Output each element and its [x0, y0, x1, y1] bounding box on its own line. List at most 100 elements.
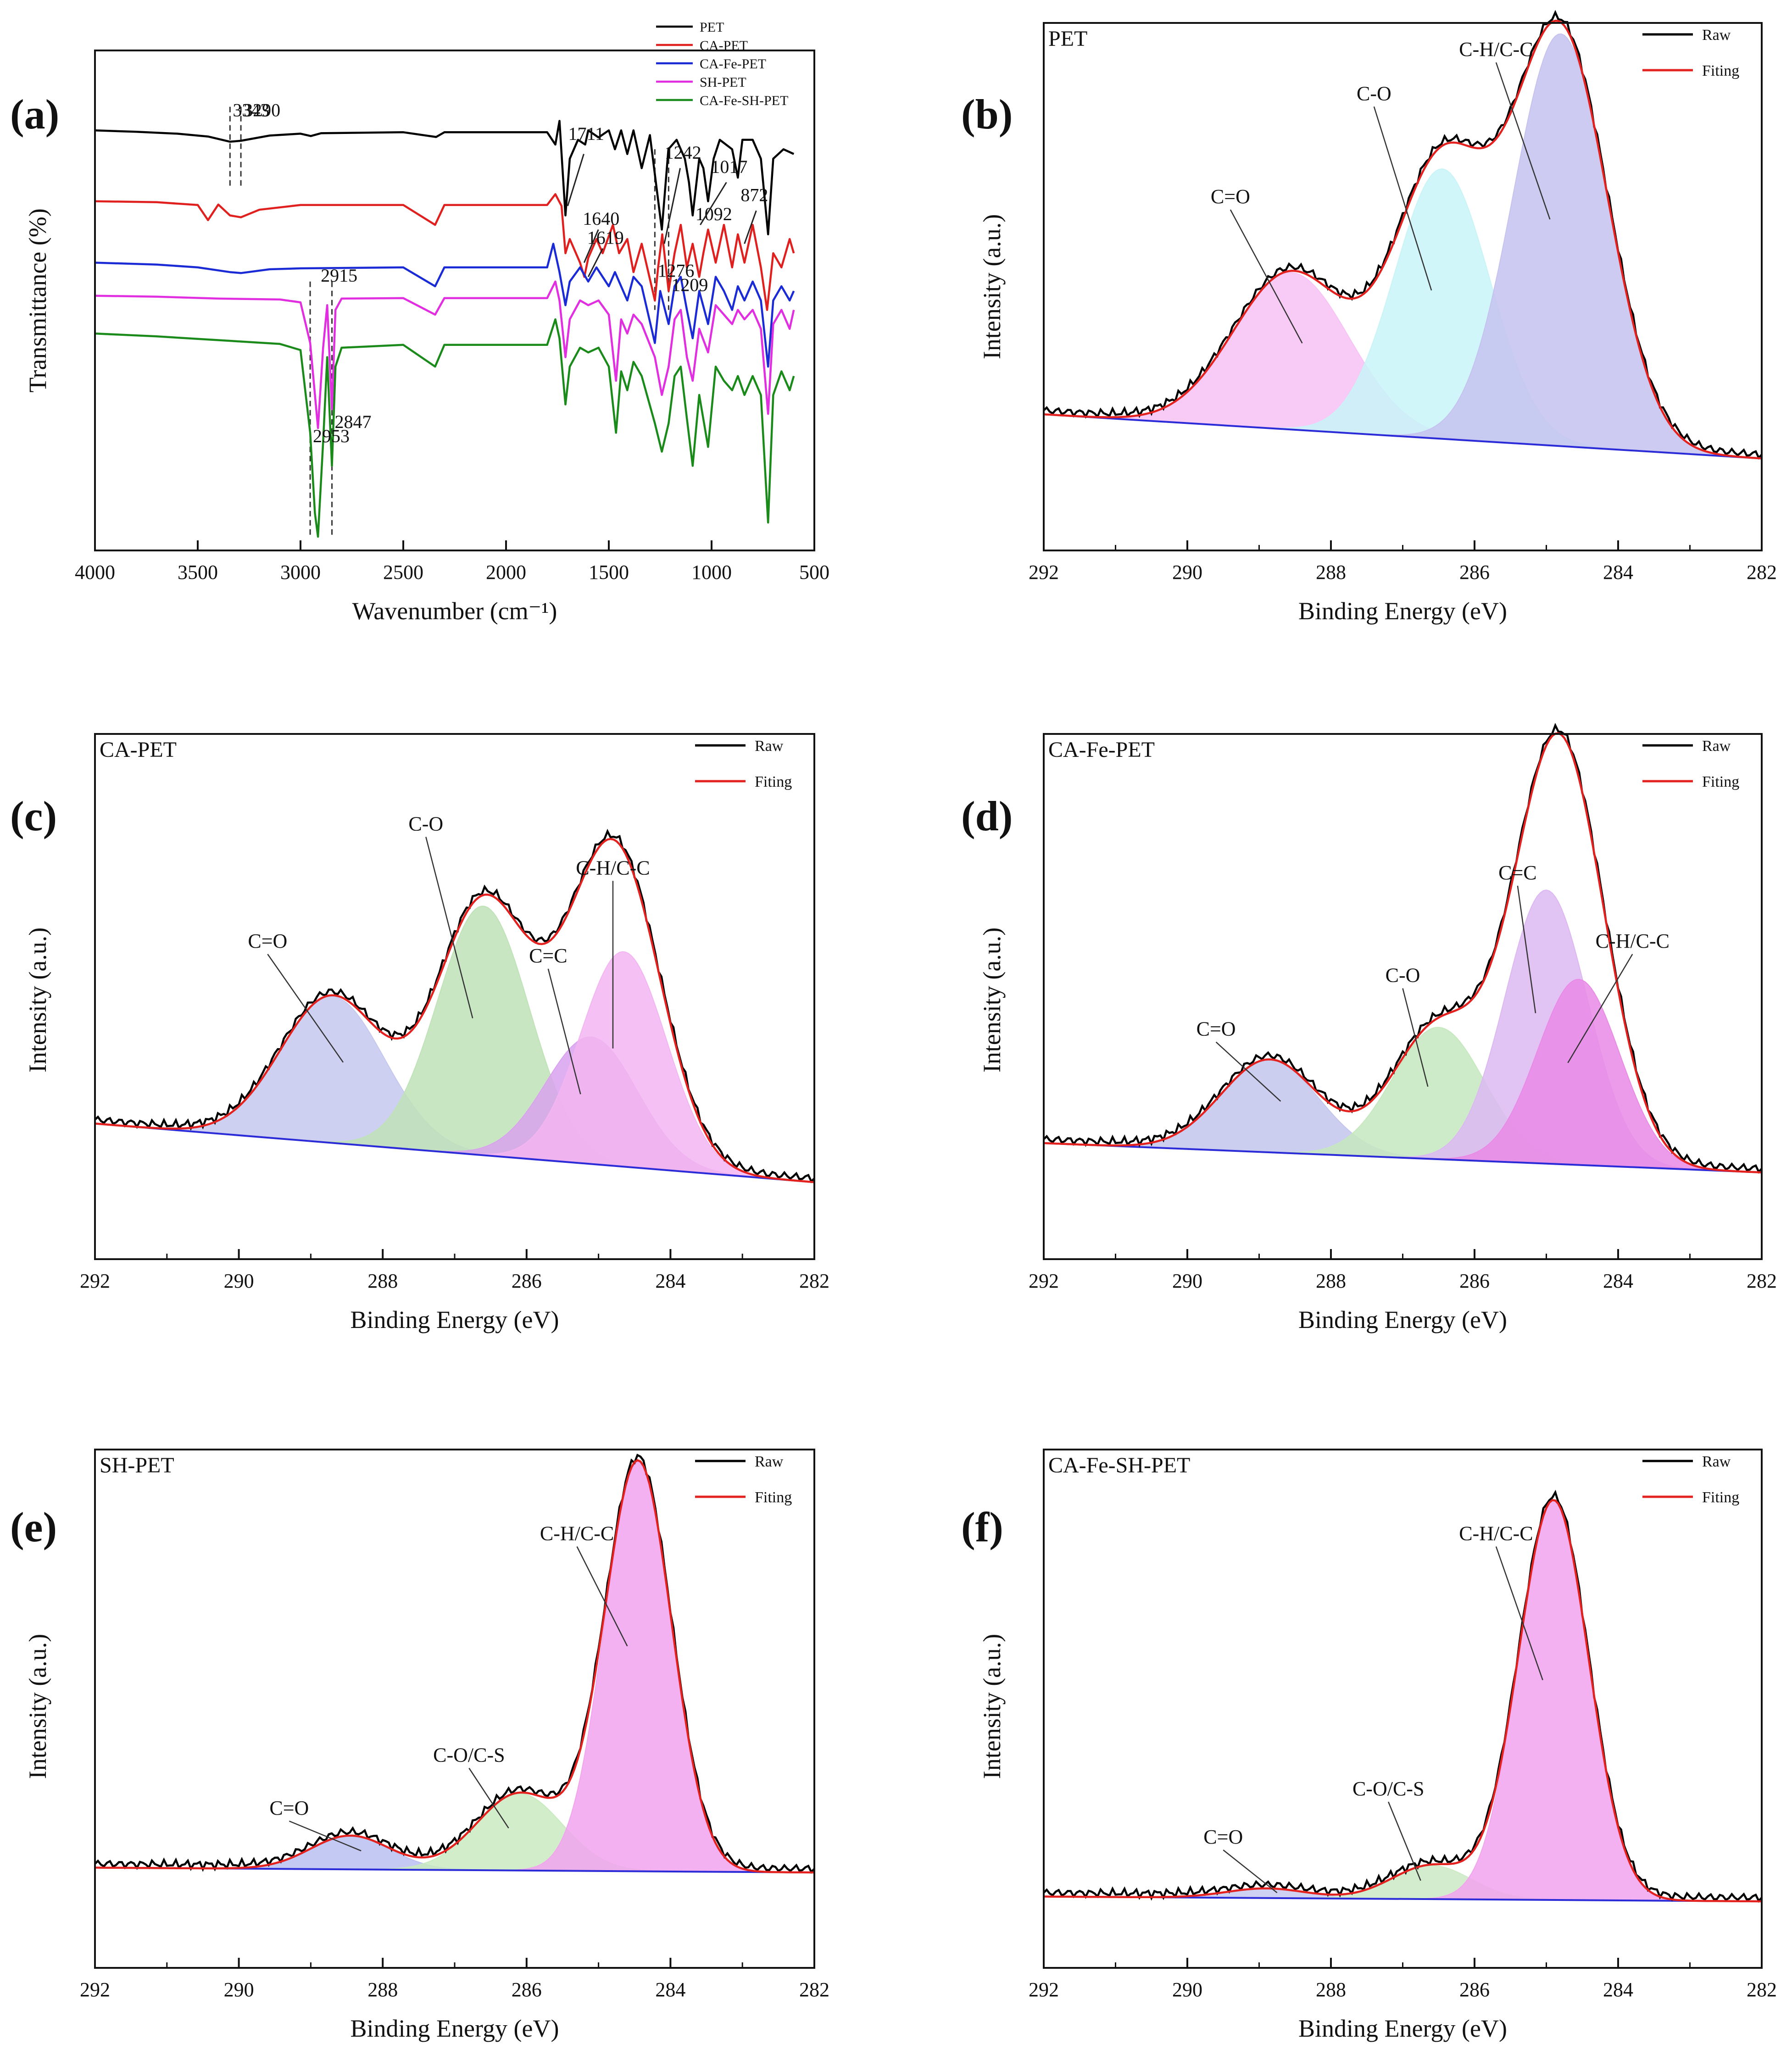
x-tick-label: 282: [1747, 561, 1777, 583]
x-axis-label: Binding Energy (eV): [351, 1306, 559, 1333]
series-ca-pet: [95, 193, 795, 311]
peak-label: C=O: [1203, 1826, 1243, 1848]
peak-leader-line: [1567, 954, 1633, 1063]
y-axis-label: Transmittance (%): [24, 208, 51, 392]
peak-leader-line: [1402, 988, 1429, 1087]
x-tick-label: 290: [1172, 1978, 1202, 2001]
x-tick-label: 1500: [589, 561, 629, 583]
x-tick-label: 288: [1316, 1978, 1346, 2001]
peak-annotation: 1619: [587, 227, 624, 248]
peak-annotation: 1640: [583, 208, 619, 229]
panel-e: C=O C-O/C-S C-H/C-C SH-PET Raw Fiting 292 290 28…: [10, 1449, 829, 2042]
legend-label: Fiting: [1702, 1489, 1739, 1506]
peak-label: C-H/C-C: [540, 1522, 614, 1545]
x-axis-label: Binding Energy (eV): [1298, 1306, 1507, 1333]
annotation-arrow: [744, 210, 757, 244]
peak-annotation: 1276: [657, 261, 694, 281]
x-axis-label: Binding Energy (eV): [351, 2015, 559, 2042]
peak-annotation: 1209: [671, 274, 708, 295]
peak-leader-line: [576, 1546, 628, 1647]
peak-c-h-c-c: [95, 1461, 814, 1873]
fitting-curve: [1043, 732, 1762, 1174]
raw-curve: [1043, 1489, 1763, 1903]
peak-leader-line: [1517, 885, 1536, 1013]
series-ca-fe-sh-pet: [95, 318, 795, 538]
y-axis-label: Intensity (a.u.): [24, 1634, 51, 1779]
legend-label: SH-PET: [700, 75, 746, 90]
peak-label: C-O/C-S: [433, 1744, 505, 1766]
legend-label: Raw: [1702, 738, 1731, 755]
peak-c-h-c-c: [1044, 1500, 1762, 1902]
fitting-curve: [1043, 19, 1762, 460]
x-tick-label: 4000: [75, 561, 115, 583]
peak-label: C-O/C-S: [1352, 1778, 1424, 1800]
x-tick-label: 2000: [486, 561, 526, 583]
panel-letter: (e): [10, 1504, 57, 1550]
legend-label: Fiting: [1702, 62, 1739, 79]
peak-label: C-O: [1357, 82, 1391, 105]
annotation-arrow: [587, 248, 604, 278]
x-tick-label: 290: [1172, 561, 1202, 583]
peak-label: C-H/C-C: [1459, 38, 1533, 61]
raw-curve: [94, 1453, 815, 1874]
x-axis-label: Binding Energy (eV): [1298, 597, 1507, 625]
peak-annotation: 2953: [313, 426, 350, 446]
peak-annotation: 3290: [244, 100, 280, 120]
peak-annotation: 2915: [321, 265, 357, 286]
peak-annotation: 1711: [568, 123, 604, 144]
peak-leader-line: [1223, 1850, 1278, 1894]
legend-label: CA-Fe-SH-PET: [700, 93, 788, 108]
x-tick-label: 284: [1603, 561, 1633, 583]
peak-label: C-H/C-C: [576, 856, 650, 879]
series-ca-fe-pet: [95, 243, 795, 368]
x-tick-label: 284: [655, 1978, 685, 2001]
x-tick-label: 290: [224, 1978, 254, 2001]
y-axis-label: Intensity (a.u.): [978, 214, 1006, 359]
peak-leader-line: [267, 954, 344, 1063]
legend-label: Fiting: [755, 773, 792, 790]
legend-label: Fiting: [755, 1489, 792, 1506]
annotation-arrow: [583, 229, 599, 263]
x-tick-label: 3500: [178, 561, 218, 583]
x-tick-label: 282: [799, 1978, 829, 2001]
x-tick-label: 286: [1459, 561, 1490, 583]
peak-label: C=C: [1498, 861, 1537, 884]
legend-label: Raw: [1702, 27, 1731, 44]
peak-label: C=O: [248, 930, 287, 952]
panel-letter: (c): [10, 793, 57, 839]
peak-annotation: 2847: [335, 411, 372, 432]
legend-label: Raw: [755, 1453, 784, 1470]
x-tick-label: 3000: [280, 561, 321, 583]
background-line: [1043, 413, 1762, 460]
plot-frame: [94, 50, 815, 551]
fitting-curve: [1044, 1499, 1762, 1903]
series-pet: [95, 120, 795, 236]
annotation-arrow: [567, 154, 584, 206]
background-line: [95, 1122, 815, 1183]
x-tick-label: 292: [80, 1270, 110, 1292]
panel-d: C=O C-O C=C C-H/C-C CA-Fe-PET Raw Fiting 292 290…: [961, 722, 1777, 1333]
x-tick-label: 292: [80, 1978, 110, 2001]
peak-label: C=C: [529, 944, 568, 967]
panel-letter: (d): [961, 793, 1013, 839]
peak-leader-line: [1230, 209, 1303, 344]
peak-leader-line: [1495, 62, 1551, 220]
peak-leader-line: [1388, 1801, 1421, 1881]
x-tick-label: 282: [799, 1270, 829, 1292]
x-tick-label: 284: [655, 1270, 685, 1292]
sample-title: SH-PET: [100, 1453, 174, 1478]
peak-label: C-O: [408, 812, 443, 835]
x-tick-label: 288: [367, 1978, 398, 2001]
x-tick-label: 292: [1029, 1978, 1059, 2001]
legend-label: Raw: [755, 738, 784, 755]
annotation-arrow: [700, 182, 727, 225]
peak-leader-line: [1215, 1041, 1281, 1102]
sample-title: CA-PET: [100, 738, 177, 762]
annotation-arrow: [663, 168, 681, 244]
y-axis-label: Intensity (a.u.): [978, 1634, 1006, 1779]
fitting-curve: [95, 1459, 814, 1874]
fitting-curve: [95, 838, 815, 1183]
x-tick-label: 284: [1603, 1270, 1633, 1292]
x-tick-label: 290: [224, 1270, 254, 1292]
